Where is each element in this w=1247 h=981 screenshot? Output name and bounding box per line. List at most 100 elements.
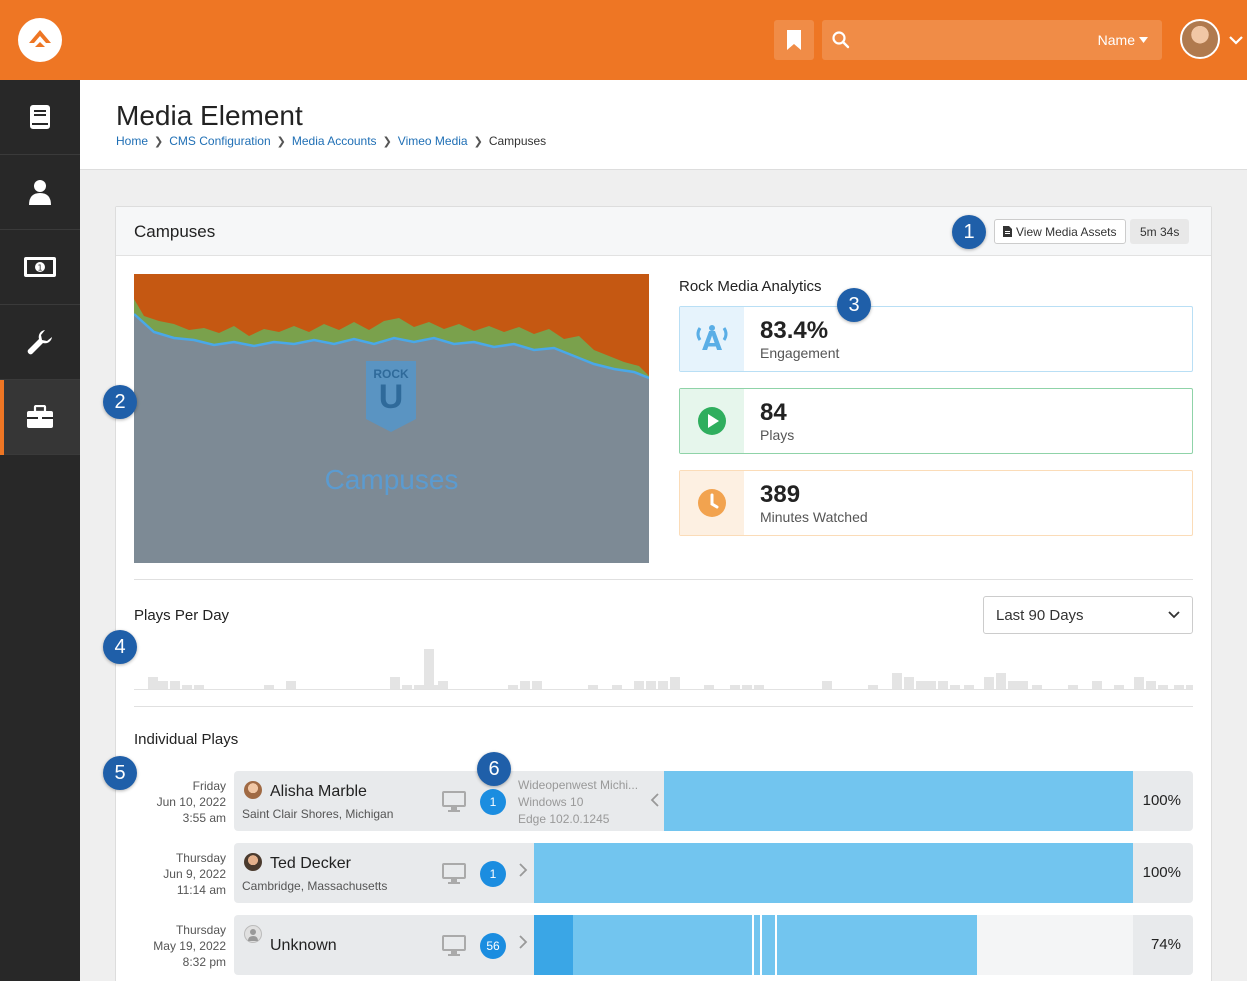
search-type-dropdown[interactable]: Name <box>1098 32 1148 48</box>
plays-bar[interactable] <box>1114 685 1124 689</box>
search-icon <box>832 31 850 54</box>
breadcrumb-separator: ❯ <box>473 135 483 148</box>
bookmark-button[interactable] <box>774 20 814 60</box>
individual-plays-title: Individual Plays <box>134 731 239 748</box>
search-type-label: Name <box>1097 32 1135 48</box>
breadcrumb: Home ❯ CMS Configuration ❯ Media Account… <box>116 134 546 148</box>
plays-bar[interactable] <box>612 685 622 689</box>
plays-bar[interactable] <box>938 681 948 689</box>
plays-bar[interactable] <box>916 681 926 689</box>
plays-bar[interactable] <box>1158 685 1168 689</box>
chevron-down-icon <box>1168 611 1180 619</box>
sidebar-item-content[interactable] <box>0 80 80 155</box>
user-avatar[interactable] <box>1180 19 1220 59</box>
date-range-select[interactable]: Last 90 Days <box>983 596 1193 634</box>
session-details: Wideopenwest Michi... Windows 10 Edge 10… <box>518 777 648 828</box>
plays-bar[interactable] <box>1186 685 1193 689</box>
breadcrumb-home[interactable]: Home <box>116 134 149 148</box>
breadcrumb-vimeo-media[interactable]: Vimeo Media <box>397 134 468 148</box>
plays-bar[interactable] <box>1018 681 1028 689</box>
plays-bar[interactable] <box>996 673 1006 689</box>
breadcrumb-separator: ❯ <box>276 135 286 148</box>
search-input[interactable] <box>862 28 1082 52</box>
plays-bar[interactable] <box>390 677 400 689</box>
watch-gap <box>775 915 777 975</box>
play-circle-icon <box>698 407 726 435</box>
plays-bar[interactable] <box>588 685 598 689</box>
individual-play-row[interactable]: Alisha Marble Saint Clair Shores, Michig… <box>234 771 1193 831</box>
plays-bar[interactable] <box>508 685 518 689</box>
plays-bar[interactable] <box>730 685 740 689</box>
play-day: Thursday <box>175 851 226 865</box>
media-thumbnail[interactable]: ROCK U Campuses <box>133 274 650 563</box>
individual-play-row[interactable]: Unknown 56 74% <box>234 915 1193 975</box>
plays-bar[interactable] <box>964 685 974 689</box>
plays-bar[interactable] <box>822 681 832 689</box>
plays-bar[interactable] <box>194 685 204 689</box>
plays-bar[interactable] <box>634 681 644 689</box>
breadcrumb-media-accounts[interactable]: Media Accounts <box>291 134 377 148</box>
watch-percent: 100% <box>1142 792 1181 809</box>
sidebar-item-tools[interactable] <box>0 305 80 380</box>
plays-bar[interactable] <box>286 681 296 689</box>
sidebar-item-finance[interactable]: 1 <box>0 230 80 305</box>
chevron-down-icon[interactable] <box>1229 32 1243 50</box>
duration-badge: 5m 34s <box>1130 219 1190 244</box>
plays-bar[interactable] <box>414 685 424 689</box>
plays-bar[interactable] <box>438 681 448 689</box>
chevron-right-icon[interactable] <box>518 863 528 882</box>
plays-bar[interactable] <box>264 685 274 689</box>
individual-play-row[interactable]: Ted Decker Cambridge, Massachusetts 1 10… <box>234 843 1193 903</box>
plays-bar[interactable] <box>670 677 680 689</box>
callout-3: 3 <box>837 288 871 322</box>
person-name: Ted Decker <box>270 855 351 872</box>
play-time: 3:55 am <box>182 811 226 825</box>
plays-bar[interactable] <box>1174 685 1184 689</box>
plays-bar[interactable] <box>704 685 714 689</box>
plays-bar[interactable] <box>950 685 960 689</box>
svg-text:A: A <box>702 327 722 356</box>
plays-bar[interactable] <box>1134 677 1144 689</box>
plays-bar[interactable] <box>742 685 752 689</box>
plays-bar[interactable] <box>182 685 192 689</box>
plays-bar[interactable] <box>1068 685 1078 689</box>
plays-bar[interactable] <box>646 681 656 689</box>
heavy-watch-segment <box>534 915 573 975</box>
plays-bar[interactable] <box>520 681 530 689</box>
plays-bar[interactable] <box>984 677 994 689</box>
play-time: 8:32 pm <box>182 955 226 969</box>
minutes-label: Minutes Watched <box>760 509 868 525</box>
plays-bar[interactable] <box>926 681 936 689</box>
top-bar: Name <box>0 0 1247 80</box>
plays-bar[interactable] <box>904 677 914 689</box>
watch-percent: 74% <box>1150 936 1181 953</box>
plays-bar[interactable] <box>1146 681 1156 689</box>
plays-bar[interactable] <box>148 677 158 689</box>
plays-bar[interactable] <box>1092 681 1102 689</box>
plays-bar[interactable] <box>170 681 180 689</box>
view-media-assets-button[interactable]: View Media Assets <box>994 219 1126 244</box>
wrench-icon <box>27 330 52 355</box>
plays-value: 84 <box>760 399 787 426</box>
sidebar-item-people[interactable] <box>0 155 80 230</box>
breadcrumb-cms-configuration[interactable]: CMS Configuration <box>169 134 271 148</box>
session-isp: Wideopenwest Michi... <box>518 778 639 792</box>
plays-bar[interactable] <box>158 681 168 689</box>
plays-bar[interactable] <box>868 685 878 689</box>
watch-progress-bar <box>534 915 978 975</box>
plays-icon-cell <box>680 389 744 453</box>
plays-bar[interactable] <box>424 649 434 689</box>
chevron-left-icon[interactable] <box>650 793 660 812</box>
rock-logo-icon[interactable] <box>18 18 62 62</box>
plays-bar[interactable] <box>658 681 668 689</box>
plays-bar[interactable] <box>1032 685 1042 689</box>
panel-header: Campuses View Media Assets 5m 34s <box>116 207 1211 256</box>
thumbnail-caption: Campuses <box>324 464 459 495</box>
plays-bar[interactable] <box>402 685 412 689</box>
sidebar-item-admin[interactable] <box>0 380 80 455</box>
plays-bar[interactable] <box>754 685 764 689</box>
plays-bar[interactable] <box>1008 681 1018 689</box>
plays-bar[interactable] <box>532 681 542 689</box>
plays-bar[interactable] <box>892 673 902 689</box>
chevron-right-icon[interactable] <box>518 935 528 954</box>
